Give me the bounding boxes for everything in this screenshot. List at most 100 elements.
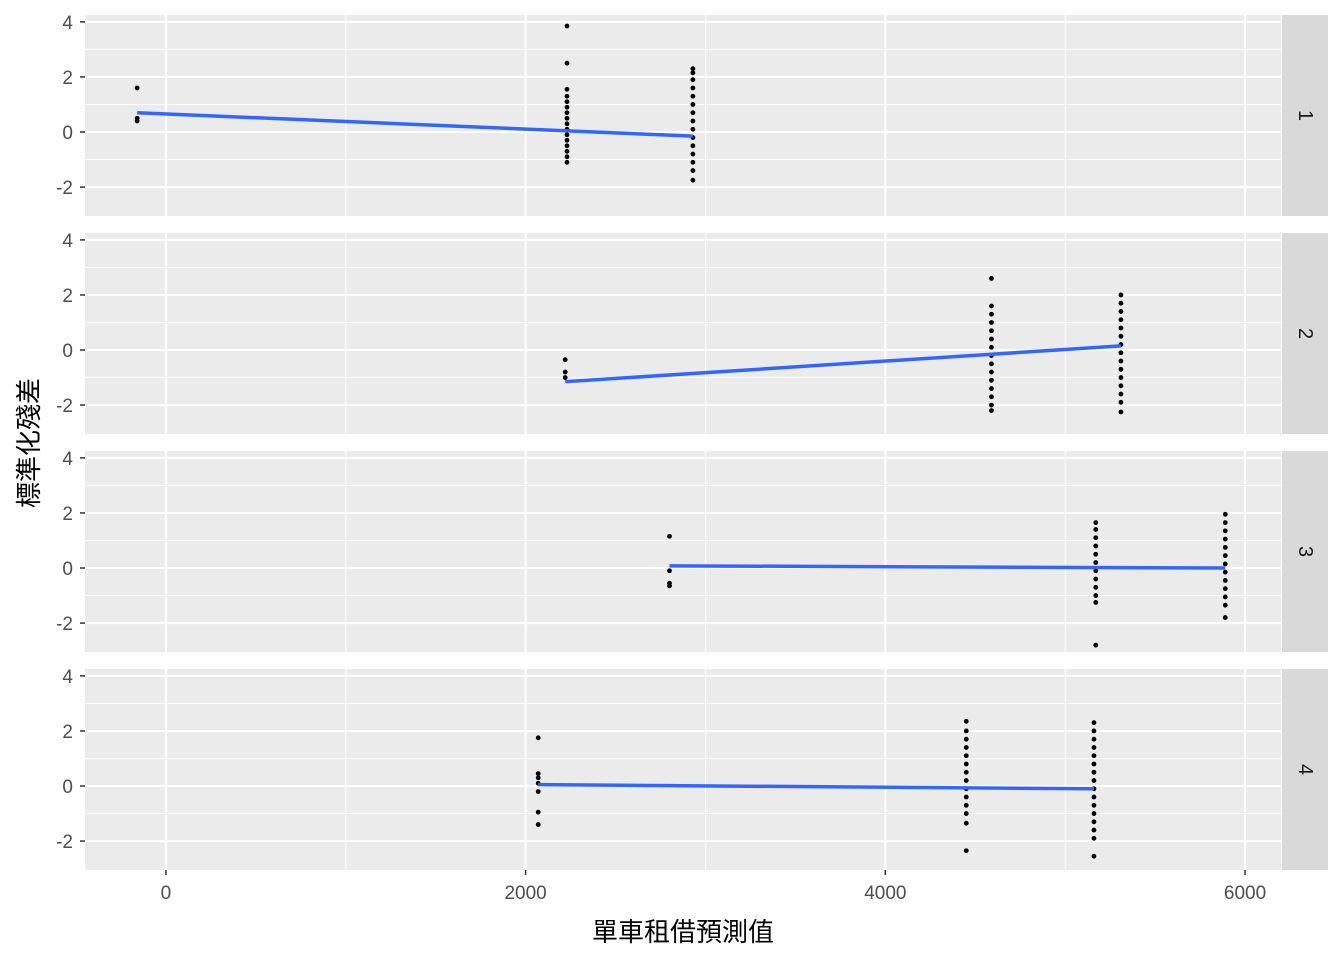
y-tick-label: 0 <box>62 123 73 144</box>
y-tick-label: 2 <box>62 504 73 525</box>
data-point <box>134 118 140 124</box>
data-point <box>564 104 570 110</box>
data-point <box>1222 528 1228 534</box>
data-point <box>1091 811 1097 816</box>
data-point <box>690 168 696 173</box>
panel-background <box>85 15 1281 216</box>
y-tick-label: 4 <box>62 667 73 688</box>
data-point <box>535 771 541 777</box>
panel-background <box>85 669 1281 870</box>
data-point <box>690 177 696 183</box>
y-tick-label: 2 <box>62 722 73 743</box>
facet-strip <box>1282 669 1328 870</box>
data-point <box>1222 615 1228 620</box>
data-point <box>1222 561 1228 567</box>
data-point <box>963 745 969 750</box>
x-axis: 0 2000 4000 6000 <box>161 870 1266 904</box>
x-tick-label: 2000 <box>504 883 546 904</box>
data-point <box>564 148 570 154</box>
data-point <box>535 789 541 794</box>
data-point <box>1093 584 1099 590</box>
data-point <box>1093 527 1099 532</box>
data-point <box>1222 544 1228 550</box>
y-tick-label: 2 <box>62 68 73 89</box>
data-point <box>564 86 570 92</box>
data-point <box>690 118 696 124</box>
data-point <box>1091 720 1097 726</box>
x-tick-label: 4000 <box>864 883 906 904</box>
facet-strip <box>1282 15 1328 216</box>
data-point <box>1091 745 1097 750</box>
data-point <box>963 769 969 775</box>
x-tick-label: 0 <box>161 883 172 904</box>
data-point <box>1091 761 1097 767</box>
data-point <box>963 802 969 808</box>
y-tick-label: -2 <box>56 396 73 417</box>
data-point <box>1091 819 1097 825</box>
data-point <box>690 77 696 83</box>
data-point <box>535 735 541 741</box>
data-point <box>1093 560 1099 565</box>
data-point <box>1118 292 1124 298</box>
facet-strip <box>1282 233 1328 434</box>
y-tick-label: 4 <box>62 13 73 34</box>
data-point <box>963 778 969 783</box>
panel-background <box>85 233 1281 434</box>
data-point <box>1091 736 1097 742</box>
data-point <box>562 369 568 375</box>
data-point <box>1222 594 1228 600</box>
facet-panel-3: -2 0 2 4 3 <box>56 449 1328 652</box>
data-point <box>963 736 969 742</box>
data-point <box>564 93 570 99</box>
facet-strip-label: 2 <box>1294 328 1316 339</box>
data-point <box>989 402 994 408</box>
data-point <box>562 375 568 380</box>
data-point <box>564 143 570 149</box>
y-tick-label: -2 <box>56 178 73 199</box>
panel-background <box>85 451 1281 652</box>
data-point <box>1091 853 1097 859</box>
data-point <box>989 408 994 413</box>
data-point <box>989 311 994 317</box>
x-axis-title: 單車租借預測值 <box>592 918 774 948</box>
data-point <box>1118 391 1124 397</box>
facet-strip-label: 3 <box>1294 546 1316 557</box>
data-point <box>1093 568 1099 574</box>
data-point <box>963 753 969 759</box>
data-point <box>564 99 570 105</box>
data-point <box>562 357 568 363</box>
facet-panel-4: -2 0 2 4 4 <box>56 667 1328 870</box>
data-point <box>989 344 994 350</box>
data-point <box>535 809 541 815</box>
data-point <box>1093 576 1099 582</box>
data-point <box>1118 399 1124 405</box>
data-point <box>1091 778 1097 783</box>
data-point <box>1222 536 1228 542</box>
data-point <box>989 386 994 391</box>
data-point <box>690 126 696 132</box>
data-point <box>690 102 696 107</box>
y-tick-label: -2 <box>56 614 73 635</box>
facet-strip <box>1282 451 1328 652</box>
data-point <box>690 70 696 76</box>
data-point <box>989 303 994 309</box>
y-tick-label: -2 <box>56 832 73 853</box>
data-point <box>564 137 570 143</box>
data-point <box>989 361 994 367</box>
data-point <box>690 66 696 72</box>
data-point <box>1118 317 1124 323</box>
data-point <box>963 794 969 800</box>
data-point <box>564 60 570 66</box>
data-point <box>1222 511 1228 517</box>
data-point <box>1118 358 1124 364</box>
data-point <box>667 568 672 574</box>
data-point <box>1222 578 1228 583</box>
data-point <box>989 394 994 400</box>
facet-panel-1: -2 0 2 4 1 <box>56 13 1328 216</box>
data-point <box>690 93 696 99</box>
data-point <box>1091 753 1097 759</box>
data-point <box>1091 827 1097 833</box>
y-tick-label: 0 <box>62 559 73 580</box>
data-point <box>1118 409 1124 415</box>
